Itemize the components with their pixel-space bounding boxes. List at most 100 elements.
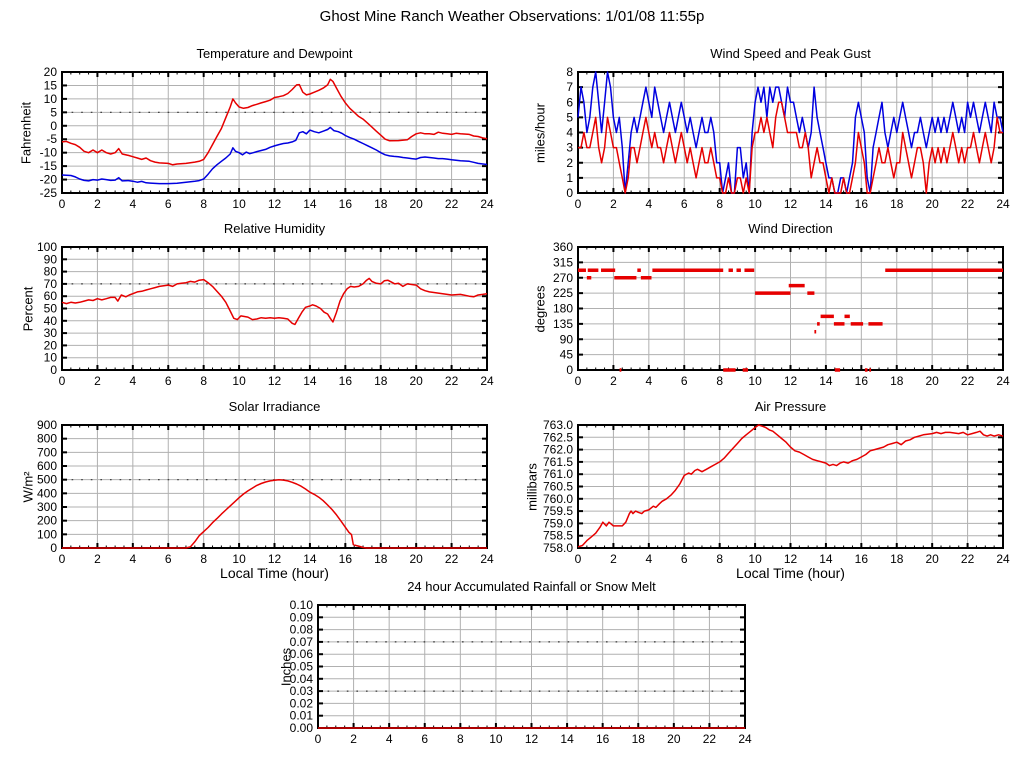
y-tick-label: 0.02 bbox=[290, 696, 314, 710]
x-tick-label: 6 bbox=[165, 552, 172, 566]
x-tick-label: 6 bbox=[681, 552, 688, 566]
x-tick-label: 2 bbox=[350, 732, 357, 746]
y-tick-label: 0 bbox=[50, 541, 57, 555]
y-tick-label: 800 bbox=[37, 432, 57, 446]
y-tick-label: 6 bbox=[566, 95, 573, 109]
y-tick-label: 759.0 bbox=[543, 516, 573, 530]
x-tick-label: 14 bbox=[819, 374, 833, 388]
y-tick-label: 70 bbox=[44, 277, 58, 291]
y-tick-label: 0.09 bbox=[290, 610, 314, 624]
y-tick-label: 0.05 bbox=[290, 660, 314, 674]
x-tick-label: 12 bbox=[784, 374, 798, 388]
x-tick-label: 20 bbox=[409, 374, 423, 388]
x-tick-label: 12 bbox=[525, 732, 539, 746]
x-tick-label: 0 bbox=[59, 552, 66, 566]
x-tick-label: 16 bbox=[339, 552, 353, 566]
y-tick-label: -15 bbox=[40, 159, 58, 173]
x-tick-label: 20 bbox=[667, 732, 681, 746]
x-tick-label: 22 bbox=[961, 374, 975, 388]
x-tick-label: 18 bbox=[890, 197, 904, 211]
x-tick-label: 18 bbox=[374, 197, 388, 211]
plot-area: 0 2 4 6 8 10 12 14 16 18 20 22 24758.0758.5759.0759.… bbox=[543, 418, 1010, 566]
y-tick-label: 900 bbox=[37, 418, 57, 432]
x-tick-label: 20 bbox=[409, 552, 423, 566]
x-tick-label: 8 bbox=[716, 374, 723, 388]
plot-area: 0 2 4 6 8 10 12 14 16 18 20 22 24-25-20-15-10-505101… bbox=[40, 65, 494, 211]
x-tick-label: 24 bbox=[480, 374, 494, 388]
x-tick-label: 12 bbox=[784, 552, 798, 566]
series-dewpoint bbox=[61, 126, 488, 185]
y-tick-label: 759.5 bbox=[543, 504, 573, 518]
x-tick-label: 6 bbox=[165, 374, 172, 388]
x-tick-label: 4 bbox=[129, 374, 136, 388]
y-tick-label: 20 bbox=[44, 65, 58, 79]
y-tick-label: 100 bbox=[37, 527, 57, 541]
x-tick-label: 18 bbox=[632, 732, 646, 746]
x-axis-label: Local Time (hour) bbox=[220, 565, 329, 581]
x-tick-label: 4 bbox=[645, 374, 652, 388]
x-tick-label: 10 bbox=[489, 732, 503, 746]
x-tick-label: 14 bbox=[560, 732, 574, 746]
x-tick-label: 4 bbox=[645, 197, 652, 211]
x-tick-label: 2 bbox=[94, 374, 101, 388]
y-tick-label: 762.0 bbox=[543, 443, 573, 457]
chart-relative-humidity: Relative Humidity Percent 0 2 4 6 8 10 12 14 16 1… bbox=[0, 218, 512, 390]
x-tick-label: 18 bbox=[890, 374, 904, 388]
y-tick-label: 0.04 bbox=[290, 672, 314, 686]
x-tick-label: 24 bbox=[996, 374, 1010, 388]
x-tick-label: 0 bbox=[315, 732, 322, 746]
y-tick-label: 15 bbox=[44, 78, 58, 92]
y-tick-label: 225 bbox=[553, 286, 573, 300]
chart-wind-direction: Wind Direction degrees 0 2 4 6 8 10 12 14 16 18 20… bbox=[512, 218, 1024, 390]
y-tick-label: 762.5 bbox=[543, 430, 573, 444]
x-tick-label: 16 bbox=[339, 374, 353, 388]
y-tick-label: 315 bbox=[553, 255, 573, 269]
y-tick-label: 270 bbox=[553, 271, 573, 285]
x-tick-label: 10 bbox=[748, 552, 762, 566]
series-wind-speed bbox=[578, 101, 1003, 194]
x-tick-label: 14 bbox=[303, 374, 317, 388]
x-tick-label: 18 bbox=[374, 374, 388, 388]
chart-title: Wind Direction bbox=[748, 221, 833, 236]
x-tick-label: 0 bbox=[575, 374, 582, 388]
x-tick-label: 22 bbox=[445, 197, 459, 211]
chart-rainfall: 24 hour Accumulated Rainfall or Snow Mel… bbox=[256, 578, 776, 768]
y-tick-label: 760.0 bbox=[543, 492, 573, 506]
y-tick-label: 8 bbox=[566, 65, 573, 79]
x-tick-label: 12 bbox=[268, 197, 282, 211]
x-tick-label: 0 bbox=[575, 552, 582, 566]
page-title: Ghost Mine Ranch Weather Observations: 1… bbox=[319, 8, 705, 25]
x-tick-label: 0 bbox=[575, 197, 582, 211]
x-tick-label: 10 bbox=[232, 374, 246, 388]
x-tick-label: 14 bbox=[819, 552, 833, 566]
x-tick-label: 22 bbox=[961, 197, 975, 211]
x-tick-label: 8 bbox=[716, 552, 723, 566]
plot-area: 0 2 4 6 8 10 12 14 16 18 20 22 240100200300400500600… bbox=[37, 418, 494, 566]
series-temperature bbox=[61, 78, 488, 166]
x-tick-label: 2 bbox=[94, 197, 101, 211]
x-tick-label: 0 bbox=[59, 197, 66, 211]
x-tick-label: 16 bbox=[339, 197, 353, 211]
x-tick-label: 16 bbox=[855, 197, 869, 211]
y-tick-label: 763.0 bbox=[543, 418, 573, 432]
x-tick-label: 20 bbox=[925, 197, 939, 211]
y-tick-label: 90 bbox=[44, 252, 58, 266]
y-tick-label: 3 bbox=[566, 141, 573, 155]
x-tick-label: 6 bbox=[681, 197, 688, 211]
series-peak-gust bbox=[577, 71, 1004, 194]
x-tick-label: 22 bbox=[445, 374, 459, 388]
chart-air-pressure: Air Pressure millibars Local Time (hour)… bbox=[512, 396, 1024, 582]
y-tick-label: 758.5 bbox=[543, 529, 573, 543]
y-tick-label: 7 bbox=[566, 80, 573, 94]
y-tick-label: 45 bbox=[560, 348, 574, 362]
plot-area: 0 2 4 6 8 10 12 14 16 18 20 22 240.000.010.020.030.0… bbox=[290, 598, 752, 746]
y-tick-label: 700 bbox=[37, 445, 57, 459]
x-tick-label: 2 bbox=[610, 374, 617, 388]
y-tick-label: 400 bbox=[37, 486, 57, 500]
x-tick-label: 22 bbox=[961, 552, 975, 566]
x-tick-label: 16 bbox=[855, 374, 869, 388]
chart-title: 24 hour Accumulated Rainfall or Snow Mel… bbox=[407, 579, 656, 594]
x-tick-label: 18 bbox=[890, 552, 904, 566]
y-tick-label: 50 bbox=[44, 302, 58, 316]
